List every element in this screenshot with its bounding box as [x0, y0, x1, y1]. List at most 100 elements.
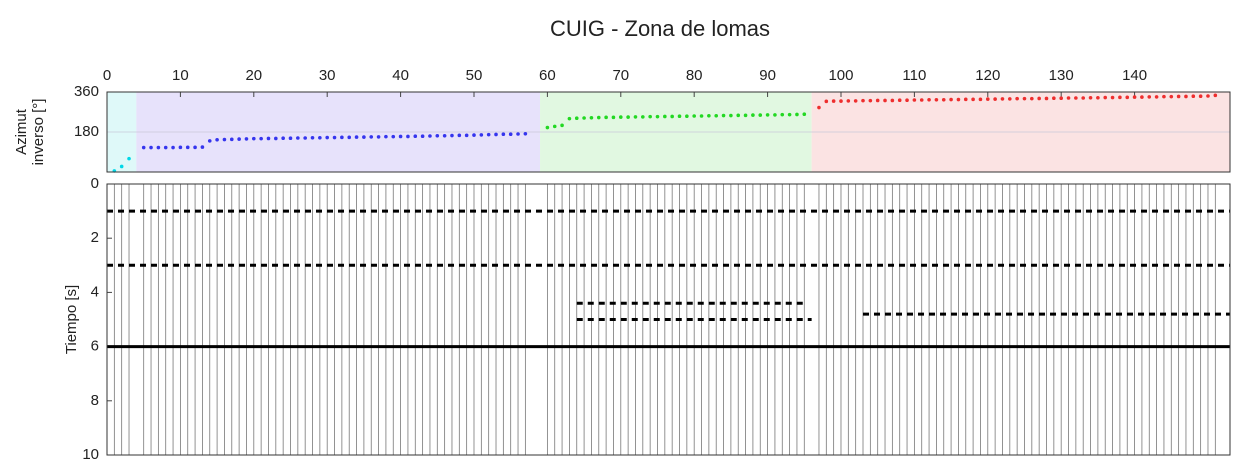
- point: [589, 115, 594, 120]
- point: [890, 98, 895, 103]
- point: [229, 137, 234, 142]
- point: [941, 97, 946, 102]
- point: [1154, 95, 1159, 99]
- point: [347, 135, 352, 140]
- x-tick-label: 110: [902, 67, 926, 84]
- point: [464, 133, 469, 138]
- x-tick-label: 90: [759, 67, 776, 84]
- y-axis-label-line: Azimut: [13, 108, 30, 155]
- point: [420, 134, 425, 139]
- point: [369, 135, 374, 139]
- point: [985, 97, 990, 101]
- point: [780, 112, 785, 117]
- point: [163, 145, 168, 150]
- point: [508, 132, 513, 137]
- point: [288, 136, 293, 141]
- y-tick-label: 10: [82, 446, 99, 463]
- point: [259, 136, 263, 141]
- y-tick-label: 360: [74, 83, 99, 100]
- x-tick-label: 0: [103, 67, 111, 84]
- point: [141, 145, 146, 150]
- point: [1206, 94, 1210, 98]
- point: [472, 133, 476, 137]
- point: [1030, 96, 1034, 101]
- point: [552, 124, 557, 129]
- point: [340, 135, 344, 140]
- point: [398, 134, 403, 139]
- point: [751, 113, 755, 117]
- point: [861, 98, 865, 103]
- point: [699, 114, 704, 118]
- point: [354, 135, 359, 139]
- point: [479, 133, 484, 137]
- point: [831, 99, 836, 103]
- point: [618, 115, 623, 119]
- point: [736, 113, 741, 118]
- point: [707, 113, 711, 118]
- x-tick-label: 60: [539, 67, 556, 84]
- point: [795, 112, 799, 117]
- point: [1147, 95, 1152, 99]
- y-axis-label: Azimutinverso [°]: [13, 99, 47, 166]
- point: [318, 135, 322, 140]
- point: [560, 123, 564, 128]
- frame: [106, 183, 1231, 456]
- point: [237, 137, 241, 141]
- y-axis-label-line: inverso [°]: [30, 99, 47, 166]
- point: [1037, 96, 1041, 101]
- x-tick-label: 80: [686, 67, 703, 84]
- point: [1059, 96, 1063, 101]
- point: [325, 135, 329, 140]
- point: [604, 115, 608, 120]
- point: [457, 133, 462, 138]
- x-tick-label: 10: [172, 67, 189, 84]
- y-tick-label: 4: [91, 283, 99, 300]
- point: [633, 115, 638, 119]
- point: [1191, 94, 1196, 99]
- point: [442, 133, 447, 138]
- point: [1213, 93, 1218, 98]
- point: [677, 114, 682, 119]
- point: [648, 114, 652, 119]
- point: [912, 98, 917, 102]
- point: [494, 132, 498, 137]
- point: [310, 135, 315, 140]
- point: [303, 136, 307, 140]
- x-tick-label: 40: [392, 67, 409, 84]
- point: [1140, 95, 1144, 99]
- chart-title: CUIG - Zona de lomas: [550, 16, 770, 41]
- point: [993, 97, 997, 101]
- point: [207, 139, 212, 143]
- frame: [106, 91, 1231, 173]
- point: [1096, 95, 1100, 100]
- point: [897, 98, 902, 103]
- point: [1074, 96, 1078, 100]
- point: [274, 136, 278, 141]
- point: [963, 97, 968, 102]
- point: [574, 116, 579, 121]
- point: [1110, 95, 1115, 100]
- point: [185, 145, 190, 150]
- point: [1176, 94, 1181, 99]
- point: [868, 98, 873, 103]
- point: [222, 137, 227, 142]
- point: [883, 98, 887, 103]
- point: [927, 97, 931, 102]
- point: [200, 145, 205, 149]
- point: [1198, 94, 1203, 99]
- point: [596, 115, 601, 120]
- point: [376, 135, 381, 139]
- x-tick-label: 130: [1049, 67, 1074, 84]
- point: [450, 133, 454, 138]
- point: [692, 114, 696, 118]
- point: [486, 132, 491, 137]
- y-tick-label: 8: [91, 392, 99, 409]
- point: [391, 134, 396, 139]
- point: [244, 137, 249, 141]
- point: [281, 136, 285, 141]
- point: [1088, 95, 1093, 100]
- point: [685, 114, 689, 119]
- y-tick-label: 0: [91, 175, 99, 192]
- point: [582, 116, 586, 120]
